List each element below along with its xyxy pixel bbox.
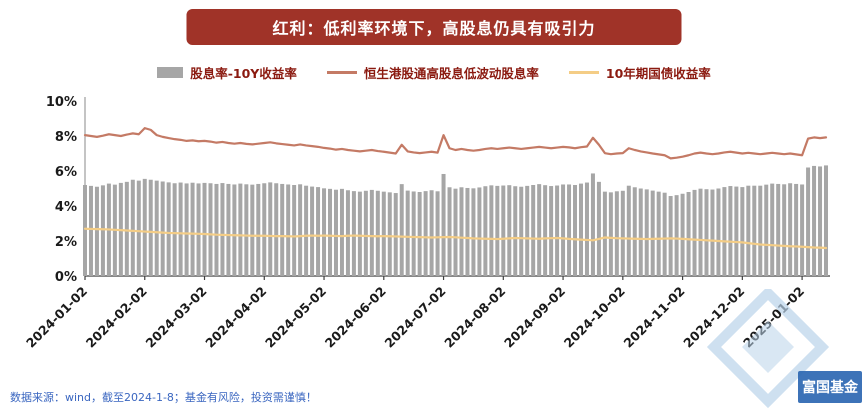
brand-watermark: 富国基金 [706,289,862,409]
svg-text:2024-01-02: 2024-01-02 [23,284,90,350]
svg-text:8%: 8% [55,130,77,145]
svg-text:2024-06-02: 2024-06-02 [322,284,389,350]
svg-text:4%: 4% [55,200,77,215]
brand-name: 富国基金 [802,379,859,396]
svg-text:2%: 2% [55,235,77,250]
brand-box [798,371,862,403]
source-note: 数据来源：wind，截至2024-1-8；基金有风险，投资需谨慎！ [10,391,317,404]
legend-item-dividend-yield: 恒生港股通高股息低波动股息率 [326,63,539,82]
svg-text:10%: 10% [46,95,77,110]
legend: 股息率-10Y收益率 恒生港股通高股息低波动股息率 10年期国债收益率 [0,63,868,82]
legend-label-bond-yield: 10年期国债收益率 [605,66,711,81]
svg-text:2024-09-02: 2024-09-02 [501,284,568,350]
svg-text:2024-03-02: 2024-03-02 [142,284,209,350]
svg-text:2024-05-02: 2024-05-02 [262,284,329,350]
brand-diamond-inner-icon [742,321,794,373]
brand-diamond-icon [706,289,830,409]
svg-text:2024-07-02: 2024-07-02 [382,284,449,350]
svg-text:0%: 0% [55,270,77,285]
svg-text:6%: 6% [55,165,77,180]
legend-item-bond-yield: 10年期国债收益率 [568,63,711,82]
legend-label-spread: 股息率-10Y收益率 [190,66,297,81]
line-swatch-icon [326,71,357,74]
svg-text:2024-02-02: 2024-02-02 [83,284,150,350]
title-banner: 红利：低利率环境下，高股息仍具有吸引力 [186,9,682,45]
legend-label-dividend-yield: 恒生港股通高股息低波动股息率 [363,66,539,81]
combo-chart: 10% 8% 6% 4% 2% 0%2024-01-022024-02-022024-03… [23,95,830,350]
svg-text:2024-10-02: 2024-10-02 [561,284,628,350]
bar-swatch-icon [157,67,184,78]
svg-text:2024-04-02: 2024-04-02 [202,284,269,350]
page-title: 红利：低利率环境下，高股息仍具有吸引力 [272,19,596,38]
svg-text:2024-08-02: 2024-08-02 [441,284,508,350]
legend-item-spread: 股息率-10Y收益率 [157,63,297,82]
line-swatch-icon [568,71,599,74]
svg-text:2024-11-02: 2024-11-02 [621,284,688,350]
